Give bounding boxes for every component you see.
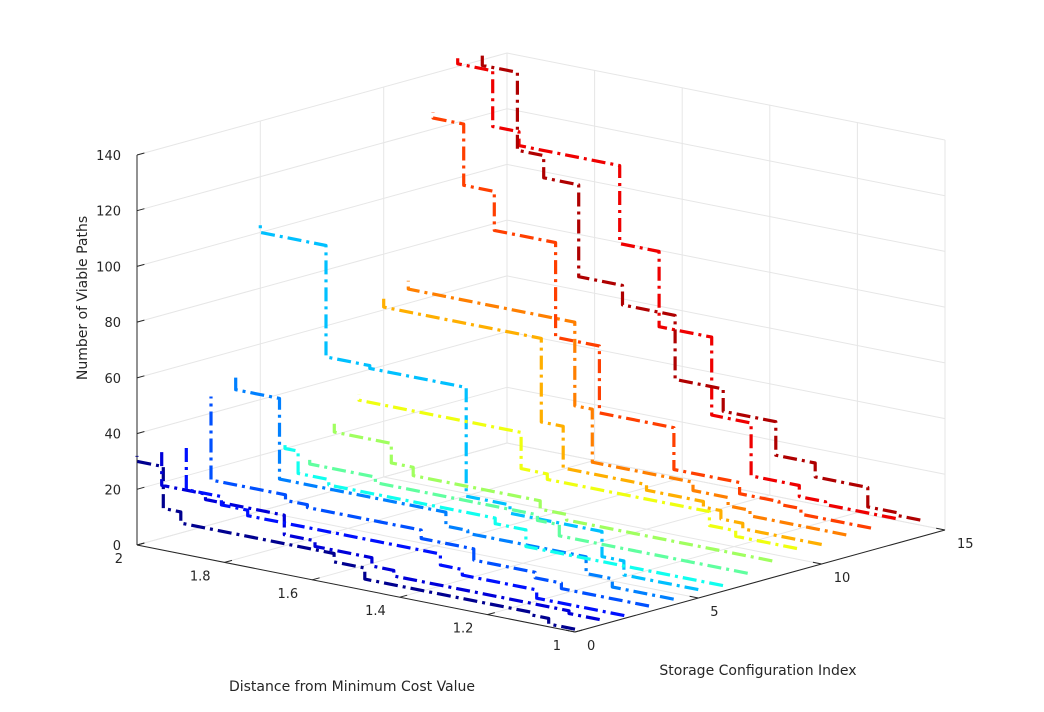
gridline-z <box>136 163 508 267</box>
x-tick-label: 5 <box>710 605 718 620</box>
gridline-z-side <box>506 219 946 308</box>
gridline-z-side <box>506 386 946 475</box>
z-tick-label: 0 <box>113 539 121 554</box>
series-line-11 <box>406 280 847 537</box>
gridline-x-floor <box>260 510 699 599</box>
z-tick-mark <box>136 375 145 379</box>
series-line-6 <box>283 440 724 588</box>
x-tick-label: 10 <box>834 571 851 586</box>
x-tick-label: 15 <box>957 537 974 552</box>
y-tick-mark <box>487 612 495 616</box>
gridline-z <box>136 52 508 156</box>
y-axis-line <box>136 544 576 633</box>
z-tick-label: 100 <box>96 260 121 275</box>
z-tick-label: 60 <box>104 372 121 387</box>
z-tick-mark <box>136 486 145 490</box>
gridline-z <box>136 108 508 212</box>
y-tick-label: 2 <box>115 552 123 567</box>
z-tick-label: 120 <box>96 205 121 220</box>
y-tick-label: 1.8 <box>190 569 211 584</box>
z-tick-mark <box>136 319 145 323</box>
y-tick-label: 1.2 <box>453 622 474 637</box>
z-tick-mark <box>136 431 145 435</box>
x-tick-mark <box>812 561 822 565</box>
series-line-10 <box>382 298 823 547</box>
gridline-z-side <box>506 331 946 420</box>
series-line-9 <box>357 394 798 551</box>
y-tick-mark <box>399 594 408 598</box>
gridline-z <box>136 386 508 490</box>
series-line-8 <box>332 423 773 563</box>
series-line-12 <box>431 112 872 530</box>
gridline-z <box>136 275 508 379</box>
gridline-y-floor <box>487 512 858 616</box>
z-tick-label: 140 <box>96 149 121 164</box>
y-tick-mark <box>224 559 233 563</box>
z-tick-mark <box>136 263 145 267</box>
z-tick-mark <box>136 152 145 156</box>
gridline-y-floor <box>224 459 595 563</box>
gridline-z <box>136 331 508 435</box>
y-tick-label: 1 <box>553 639 561 654</box>
z-tick-mark <box>136 208 145 212</box>
x-tick-mark <box>566 629 576 633</box>
y-tick-label: 1.4 <box>365 604 386 619</box>
series-line-7 <box>308 458 749 575</box>
y-tick-mark <box>312 577 320 581</box>
z-tick-label: 20 <box>104 483 121 498</box>
z-axis-label: Number of Viable Paths <box>75 216 91 380</box>
series-line-14 <box>480 51 921 522</box>
x-axis-line <box>574 529 946 633</box>
x-tick-label: 0 <box>587 639 595 654</box>
gridline-x-floor <box>383 476 822 565</box>
y-axis-label: Distance from Minimum Cost Value <box>229 679 475 695</box>
series-line-1 <box>160 451 601 622</box>
z-tick-label: 40 <box>104 428 121 443</box>
series-layer <box>135 51 921 631</box>
x-tick-mark <box>689 595 699 599</box>
y-tick-label: 1.6 <box>278 587 299 602</box>
gridline-z <box>136 219 508 323</box>
z-tick-label: 80 <box>104 316 121 331</box>
series-line-4 <box>234 375 675 601</box>
axis-box <box>136 152 946 633</box>
gridline-z-side <box>506 163 946 252</box>
gridline-z-side <box>506 275 946 364</box>
z-tick-mark <box>136 542 145 546</box>
gridline-z-side <box>506 108 946 197</box>
x-axis-label: Storage Configuration Index <box>659 663 856 679</box>
x-tick-mark <box>936 527 946 531</box>
series-line-13 <box>456 58 897 521</box>
series-line-3 <box>209 396 650 608</box>
gridline-z-side <box>506 442 946 531</box>
y-tick-mark <box>574 629 583 633</box>
gridline-z-side <box>506 52 946 141</box>
